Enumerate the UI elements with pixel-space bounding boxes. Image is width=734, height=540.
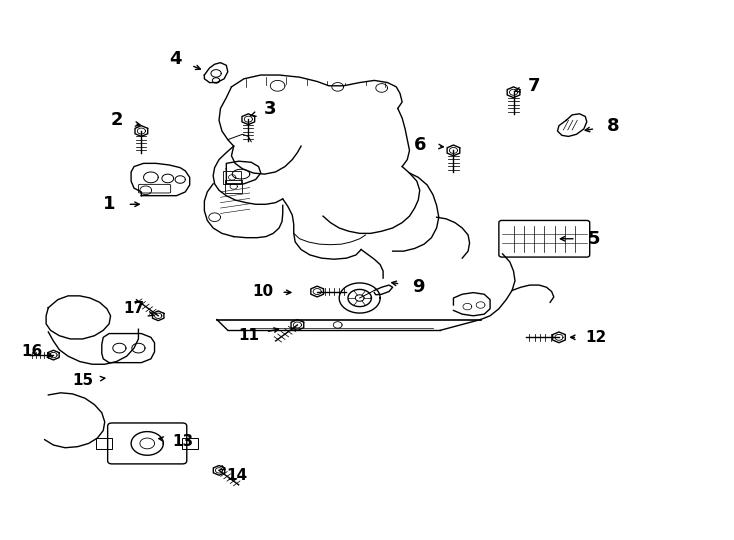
Text: 1: 1 xyxy=(103,195,115,213)
Text: 15: 15 xyxy=(72,373,93,388)
Text: 11: 11 xyxy=(238,328,259,343)
Text: 2: 2 xyxy=(110,111,123,129)
Text: 14: 14 xyxy=(226,468,247,483)
Bar xyxy=(225,180,242,193)
Text: 17: 17 xyxy=(123,301,145,316)
Text: 13: 13 xyxy=(172,434,193,449)
Text: 6: 6 xyxy=(413,136,426,154)
Bar xyxy=(223,171,241,184)
Text: 9: 9 xyxy=(412,278,424,296)
Text: 12: 12 xyxy=(585,330,606,345)
Text: 5: 5 xyxy=(588,230,600,248)
Text: 7: 7 xyxy=(528,77,540,95)
Text: 3: 3 xyxy=(264,100,277,118)
Text: 16: 16 xyxy=(21,345,42,359)
Bar xyxy=(182,438,198,449)
Bar xyxy=(96,438,112,449)
Text: 10: 10 xyxy=(252,284,274,299)
Text: 8: 8 xyxy=(607,117,619,134)
Text: 4: 4 xyxy=(169,50,181,68)
